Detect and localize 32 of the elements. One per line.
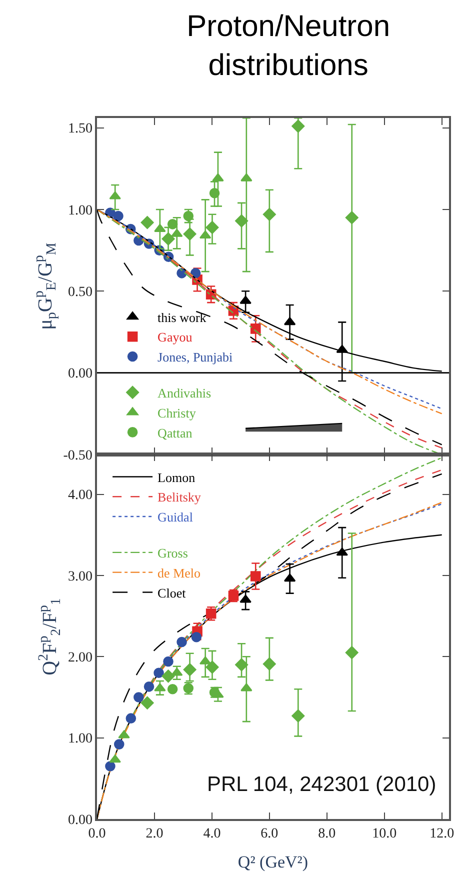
y-tick-label: 0.00: [68, 812, 92, 828]
legend-label: Lomon: [158, 470, 196, 485]
x-tick-label: 2.0: [146, 826, 164, 842]
legend-label: Guidal: [158, 510, 194, 525]
legend-label: Andivahis: [158, 385, 212, 400]
y-tick-label: 0.00: [68, 366, 92, 382]
x-tick-label: 6.0: [260, 826, 278, 842]
legend-label: Cloet: [158, 585, 186, 600]
legend-label: Gayou: [158, 330, 193, 345]
chart-title: Proton/Neutron distributions: [186, 10, 390, 82]
legend-label: Belitsky: [158, 490, 202, 505]
y-tick-label: 1.00: [68, 732, 92, 747]
legend-label: de Melo: [158, 565, 201, 580]
x-tick-label: 4.0: [203, 826, 221, 842]
x-tick-label: 12.0: [430, 826, 454, 842]
legend-label: Jones, Punjabi: [158, 350, 234, 365]
x-axis-title: Q² (GeV²): [238, 852, 308, 872]
legend-label: Qattan: [158, 425, 193, 440]
x-tick-label: 8.0: [318, 826, 336, 842]
annotation: PRL 104, 242301 (2010): [207, 773, 436, 796]
y-tick-label: -0.50: [63, 448, 92, 464]
x-tick-label: 10.0: [372, 826, 397, 842]
y-tick-label: 2.00: [68, 650, 92, 666]
y-tick-label: 3.00: [68, 569, 92, 584]
y-tick-label: 4.00: [68, 488, 92, 504]
y-tick-label: 0.50: [68, 285, 92, 300]
legend-label: this work: [158, 310, 207, 325]
legend-label: Gross: [158, 545, 188, 560]
y-tick-label: 1.00: [68, 203, 92, 218]
y-tick-label: 1.50: [68, 122, 92, 137]
legend-label: Christy: [158, 405, 196, 420]
x-tick-label: 0.0: [88, 826, 106, 842]
